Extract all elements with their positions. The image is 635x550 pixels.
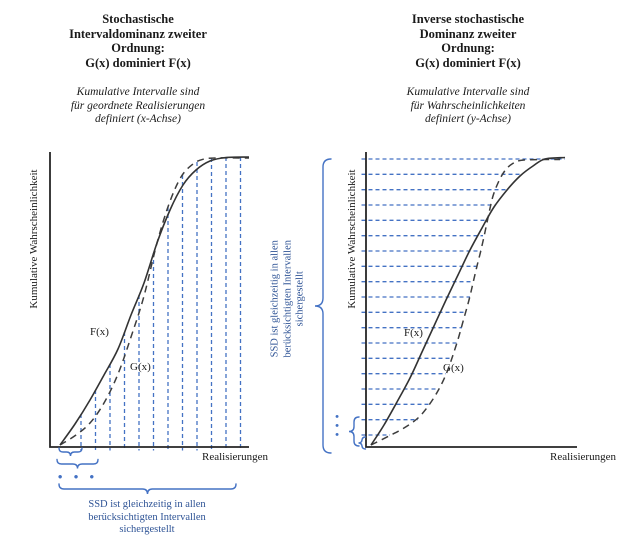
right-interval-braces <box>314 158 367 454</box>
left-curve-f <box>59 156 250 446</box>
left-panel-title: Stochastische Intervaldominanz zweiter O… <box>28 12 248 70</box>
right-panel-subtitle: Kumulative Intervalle sind für Wahrschei… <box>358 86 578 127</box>
right-ssd-line-2: berücksichtigten Intervallen <box>281 240 293 358</box>
right-axes <box>365 152 577 448</box>
right-dot-2: • <box>335 420 339 432</box>
right-title-line-3: Ordnung: <box>441 41 495 55</box>
right-title-line-1: Inverse stochastische <box>411 12 525 26</box>
left-axes <box>49 152 249 448</box>
right-title-line-2: Dominanz zweiter <box>419 26 517 41</box>
right-curve-g <box>370 158 561 446</box>
left-ssd-line-2: berücksichtigten Intervallen <box>88 511 206 523</box>
left-ssd-line-3: sichergestellt <box>119 524 175 535</box>
left-subtitle-line-1: Kumulative Intervalle sind <box>76 86 200 98</box>
left-title-line-1: Stochastische <box>102 12 174 26</box>
left-title-line-4: G(x) dominiert F(x) <box>85 55 191 70</box>
left-ellipsis-dots: • • • <box>57 469 99 484</box>
left-ssd-annotation: SSD ist gleichzeitig in allen berücksich… <box>57 499 237 537</box>
left-ssd-line-1: SSD ist gleichzeitig in allen <box>88 499 206 510</box>
right-subtitle-line-2: für Wahrscheinlichkeiten <box>410 99 526 112</box>
left-title-line-3: Ordnung: <box>111 41 165 55</box>
right-ssd-line-3: sichergestellt <box>294 271 306 327</box>
left-x-axis-label: Realisierungen <box>202 451 268 463</box>
right-dot-1: • <box>335 411 339 423</box>
left-interval-braces <box>56 447 237 495</box>
left-panel-subtitle: Kumulative Intervalle sind für geordnete… <box>28 86 248 127</box>
right-dot-3: • <box>335 429 339 441</box>
right-ssd-annotation: SSD ist gleichzeitig in allen berücksich… <box>269 219 307 379</box>
right-f-curve-label: F(x) <box>404 327 423 339</box>
left-subtitle-line-2: für geordnete Realisierungen <box>70 99 206 112</box>
right-ssd-line-1: SSD ist gleichzeitig in allen <box>269 240 281 358</box>
right-g-curve-label: G(x) <box>443 362 464 374</box>
left-curve-g <box>59 157 250 446</box>
left-subtitle-line-3: definiert (x-Achse) <box>95 113 181 125</box>
left-y-axis-label: Kumulative Wahrscheinlichkeit <box>28 169 40 309</box>
left-g-curve-label: G(x) <box>130 361 151 373</box>
left-f-curve-label: F(x) <box>90 326 109 338</box>
right-x-axis-label: Realisierungen <box>550 451 616 463</box>
right-title-line-4: G(x) dominiert F(x) <box>415 55 521 70</box>
right-curve-f <box>370 156 566 446</box>
right-subtitle-line-3: definiert (y-Achse) <box>425 113 511 125</box>
left-interval-lines <box>80 157 242 451</box>
left-title-line-2: Intervaldominanz zweiter <box>69 26 207 41</box>
right-panel-title: Inverse stochastische Dominanz zweiter O… <box>358 12 578 70</box>
right-interval-lines <box>361 158 565 436</box>
right-ellipsis-dots: • • • <box>333 411 341 441</box>
right-y-axis-label: Kumulative Wahrscheinlichkeit <box>346 169 358 309</box>
right-subtitle-line-1: Kumulative Intervalle sind <box>406 86 530 98</box>
